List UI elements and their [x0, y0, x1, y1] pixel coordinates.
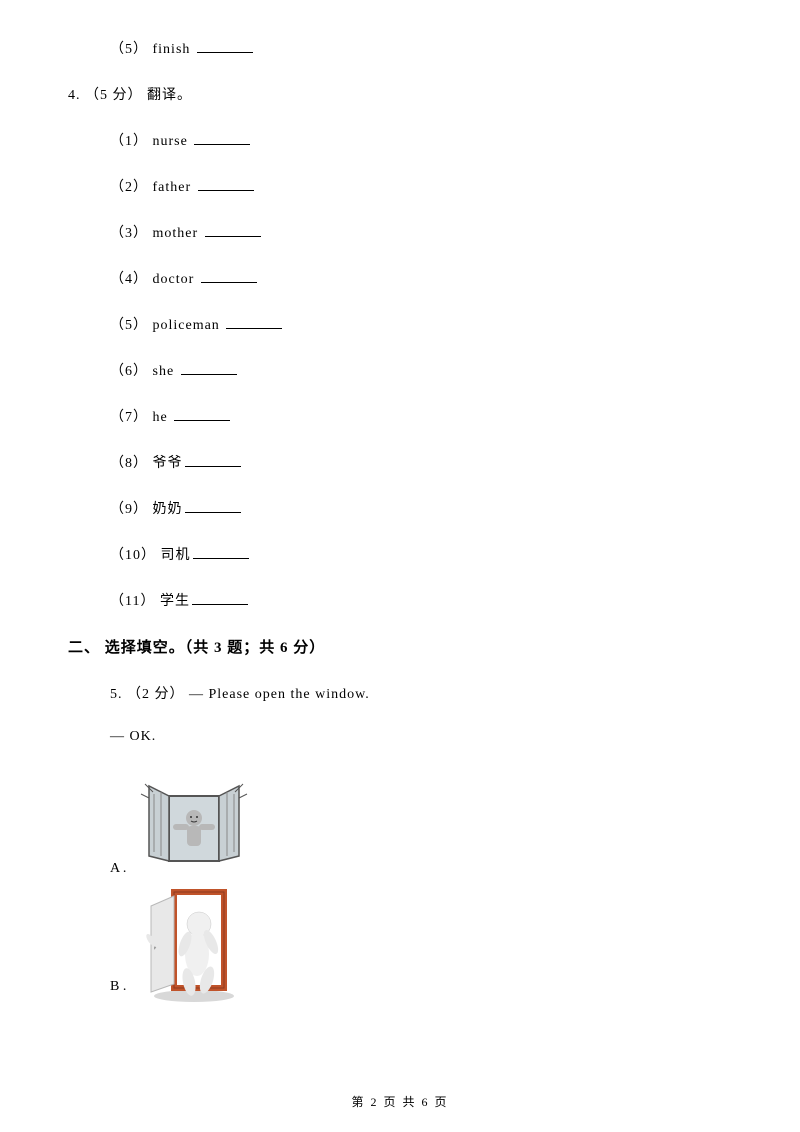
- blank-line: [185, 501, 241, 513]
- window-icon: [139, 776, 249, 876]
- blank-line: [192, 593, 248, 605]
- door-image: [134, 889, 254, 999]
- item-1: （1） nurse: [110, 130, 800, 150]
- section-2-heading: 二、 选择填空。（共 3 题；共 6 分）: [68, 636, 800, 657]
- blank-line: [193, 547, 249, 559]
- blank-line: [194, 133, 250, 145]
- option-a-row: A .: [110, 771, 800, 881]
- blank-line: [185, 455, 241, 467]
- item-10: （10） 司机: [110, 544, 800, 564]
- window-image: [134, 771, 254, 881]
- blank-line: [201, 271, 257, 283]
- item-11: （11） 学生: [110, 590, 800, 610]
- item-9: （9） 奶奶: [110, 498, 800, 518]
- item-8: （8） 爷爷: [110, 452, 800, 472]
- item-2: （2） father: [110, 176, 800, 196]
- blank-line: [205, 225, 261, 237]
- blank-line: [181, 363, 237, 375]
- door-icon: [139, 884, 249, 1004]
- page-footer: 第 2 页 共 6 页: [0, 1093, 800, 1110]
- blank-line: [174, 409, 230, 421]
- blank-line: [226, 317, 282, 329]
- option-b-label: B .: [110, 979, 126, 999]
- item-7: （7） he: [110, 406, 800, 426]
- item-3: （3） mother: [110, 222, 800, 242]
- blank-line: [197, 41, 253, 53]
- item-prev-5: （5） finish: [110, 38, 800, 58]
- option-a-label: A .: [110, 861, 126, 881]
- item-5: （5） policeman: [110, 314, 800, 334]
- question-5: 5. （2 分） — Please open the window.: [110, 683, 800, 703]
- item-4: （4） doctor: [110, 268, 800, 288]
- question-4-header: 4. （5 分） 翻译。: [68, 84, 800, 104]
- option-b-row: B .: [110, 889, 800, 999]
- blank-line: [198, 179, 254, 191]
- question-5-response: — OK.: [110, 729, 800, 745]
- item-6: （6） she: [110, 360, 800, 380]
